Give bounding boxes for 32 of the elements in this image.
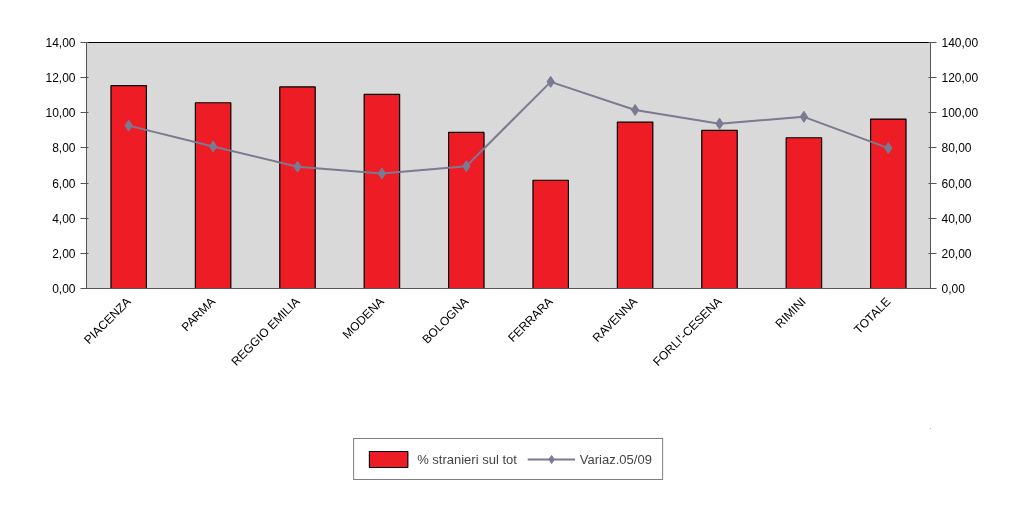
y-tick-label: 10,00: [45, 106, 76, 121]
bar: [532, 179, 570, 289]
bar: [869, 118, 907, 289]
bar: [363, 93, 401, 289]
point: [377, 167, 387, 180]
y2-tick-label: 40,00: [941, 211, 972, 226]
y-tick-label: 4,00: [52, 211, 76, 226]
y-tick-label: 8,00: [52, 141, 76, 156]
point: [208, 140, 218, 153]
y2-tick-label: 100,00: [941, 106, 979, 121]
bar: [194, 102, 232, 289]
y-tick-label: 2,00: [52, 246, 76, 261]
legend-label: Variaz.05/09: [579, 451, 652, 467]
legend-label: % stranieri sul tot: [417, 451, 517, 467]
y2-tick-label: 120,00: [941, 71, 979, 86]
y2-tick-label: 20,00: [941, 246, 972, 261]
y2-tick-label: 80,00: [941, 141, 972, 156]
y2-tick-label: 140,00: [941, 36, 979, 50]
y-tick-label: 14,00: [45, 36, 76, 50]
bar: [447, 131, 485, 289]
bar: [785, 137, 823, 289]
point: [630, 103, 640, 116]
y2-tick-label: 0,00: [941, 282, 966, 296]
point: [799, 110, 809, 123]
y2-tick-label: 60,00: [941, 176, 972, 191]
bar: [701, 129, 738, 289]
y-tick-label: 6,00: [52, 176, 76, 191]
y-tick-label: 0,00: [52, 282, 76, 296]
y-tick-label: 12,00: [45, 71, 76, 86]
bar: [279, 86, 316, 289]
bar: [110, 84, 148, 289]
bar: [616, 121, 654, 289]
